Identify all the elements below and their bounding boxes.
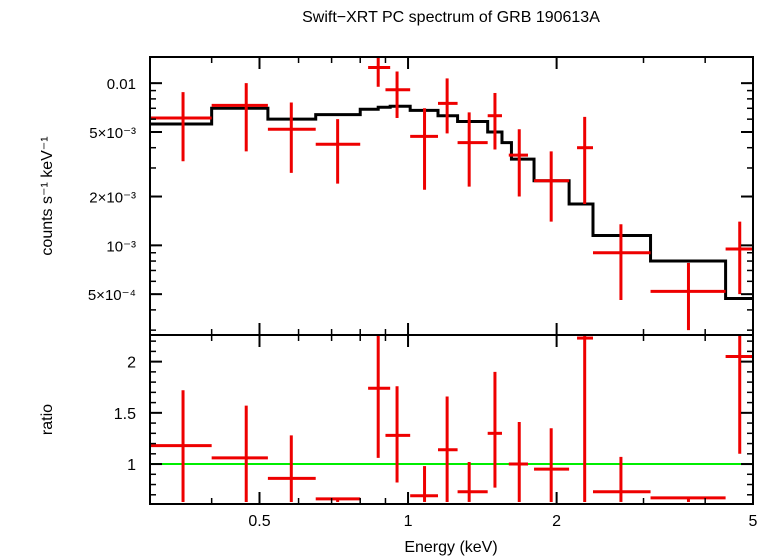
y-tick-label: 5×10⁻³: [89, 125, 136, 142]
y-tick-label: 2: [127, 355, 136, 372]
y-tick-label: 5×10⁻⁴: [88, 287, 136, 304]
data-point: [592, 224, 651, 301]
ratio-point: [534, 428, 570, 502]
y-axis-label-ratio: ratio: [39, 404, 56, 435]
ratio-point: [267, 435, 316, 502]
data-point: [150, 92, 212, 162]
y-tick-label: 1.5: [114, 406, 136, 423]
x-tick-label: 0.5: [248, 513, 270, 530]
ratio-point: [592, 456, 651, 502]
data-point: [534, 151, 570, 222]
data-point: [211, 83, 268, 152]
ratio-point: [725, 335, 753, 454]
ratio-point: [385, 386, 411, 483]
data-point: [267, 102, 316, 173]
data-point: [438, 78, 458, 134]
ratio-point: [368, 335, 391, 458]
data-point: [457, 112, 488, 187]
y-tick-label: 1: [127, 457, 136, 474]
y-axis-label-counts: counts s⁻¹ keV⁻¹: [39, 136, 56, 255]
ratio-point: [457, 462, 488, 502]
spectrum-frame: [149, 56, 754, 336]
ratio-frame: [149, 334, 754, 505]
data-point: [315, 119, 361, 184]
ratio-point: [650, 496, 726, 502]
ratio-point: [438, 396, 458, 502]
ratio-point: [211, 405, 268, 502]
ratio-point: [487, 371, 502, 488]
data-series: [150, 57, 753, 331]
ratio-panel: 0.5 1 2 5 1 1.5 2 ratio Energy (keV): [39, 334, 758, 556]
ratio-point: [508, 422, 528, 502]
chart-title: Swift−XRT PC spectrum of GRB 190613A: [302, 9, 600, 26]
ratio-point: [150, 390, 212, 502]
data-point: [725, 221, 753, 295]
x-axis-label: Energy (keV): [404, 539, 497, 556]
spectrum-panel: 0.01 5×10⁻³ 2×10⁻³ 10⁻³ 5×10⁻⁴ counts s⁻¹ ke…: [39, 56, 754, 336]
data-point: [410, 108, 439, 190]
model-series: [150, 104, 753, 301]
data-point: [577, 116, 593, 204]
y-tick-label: 2×10⁻³: [89, 190, 136, 207]
ratio-point: [410, 466, 439, 502]
ratio-point: [315, 497, 361, 502]
data-point: [508, 129, 528, 197]
ratio-series: [150, 335, 753, 502]
x-tick-label: 2: [552, 513, 561, 530]
model-step-line: [150, 104, 753, 301]
x-tick-label: 1: [404, 513, 413, 530]
ratio-axes: 0.5 1 2 5 1 1.5 2: [114, 335, 758, 530]
y-tick-label: 0.01: [107, 76, 136, 93]
data-point: [368, 57, 391, 87]
ratio-point: [577, 335, 593, 502]
data-point: [487, 92, 502, 150]
y-tick-label: 10⁻³: [106, 238, 136, 255]
data-point: [650, 262, 726, 331]
data-point: [385, 71, 411, 118]
x-tick-label: 5: [749, 513, 758, 530]
spectrum-axes: 0.01 5×10⁻³ 2×10⁻³ 10⁻³ 5×10⁻⁴: [88, 57, 754, 335]
